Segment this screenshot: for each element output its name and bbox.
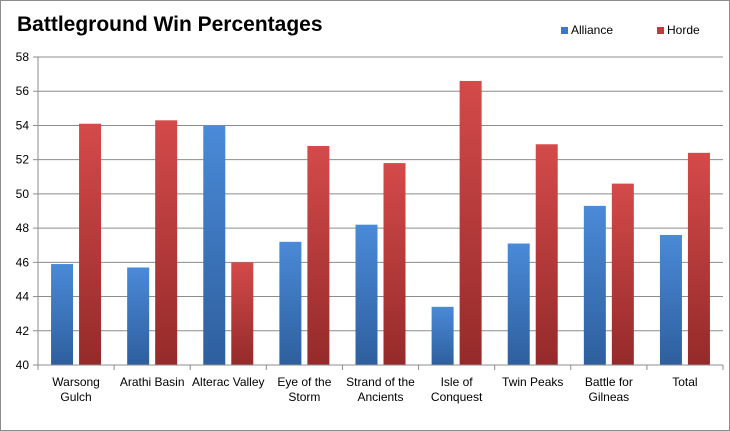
bar-horde-1 (155, 120, 178, 365)
bar-horde-5 (459, 80, 482, 365)
bar-alliance-4 (355, 224, 378, 365)
bar-horde-0 (79, 123, 102, 365)
bar-alliance-8 (659, 234, 682, 365)
bar-alliance-6 (507, 243, 530, 365)
bar-alliance-7 (583, 205, 606, 365)
y-tick-label: 48 (16, 221, 30, 235)
y-tick-label: 56 (16, 84, 30, 98)
bar-alliance-3 (279, 241, 302, 365)
chart-title: Battleground Win Percentages (17, 13, 323, 36)
bar-horde-6 (535, 144, 558, 365)
x-category-label: Total (672, 375, 697, 389)
bar-horde-4 (383, 163, 406, 365)
y-tick-label: 58 (16, 50, 30, 64)
bar-alliance-0 (51, 264, 74, 365)
x-category-label: Conquest (431, 390, 483, 404)
x-category-label: Warsong (52, 375, 100, 389)
bar-horde-7 (611, 183, 634, 365)
legend-label-horde: Horde (667, 23, 700, 37)
bar-horde-3 (307, 145, 330, 365)
bar-horde-8 (687, 152, 710, 365)
legend-swatch-alliance (561, 27, 568, 35)
y-tick-label: 54 (16, 118, 30, 132)
y-tick-label: 40 (16, 358, 30, 372)
bar-alliance-2 (203, 125, 226, 365)
x-category-label: Battle for (585, 375, 633, 389)
x-category-label: Gulch (60, 390, 91, 404)
axes (33, 56, 724, 370)
x-category-label: Twin Peaks (502, 375, 563, 389)
x-category-label: Arathi Basin (120, 375, 185, 389)
legend-entry-horde: Horde (657, 23, 700, 37)
bar-alliance-5 (431, 306, 454, 365)
x-category-label: Strand of the (346, 375, 415, 389)
y-tick-label: 50 (16, 187, 30, 201)
x-category-label: Isle of (441, 375, 474, 389)
legend-swatch-horde (657, 27, 664, 35)
x-category-label: Ancients (357, 390, 403, 404)
legend-entry-alliance: Alliance (561, 23, 613, 37)
x-category-label: Gilneas (588, 390, 629, 404)
bar-horde-2 (231, 262, 254, 365)
y-tick-label: 42 (16, 324, 30, 338)
x-category-label: Alterac Valley (192, 375, 264, 389)
legend-label-alliance: Alliance (571, 23, 614, 37)
bar-alliance-1 (127, 267, 150, 365)
y-tick-label: 46 (16, 255, 30, 269)
y-tick-label: 44 (16, 290, 30, 304)
y-tick-label: 52 (16, 153, 30, 167)
x-category-label: Storm (288, 390, 320, 404)
gridlines (38, 56, 723, 332)
bars (51, 80, 710, 365)
x-category-label: Eye of the (277, 375, 331, 389)
